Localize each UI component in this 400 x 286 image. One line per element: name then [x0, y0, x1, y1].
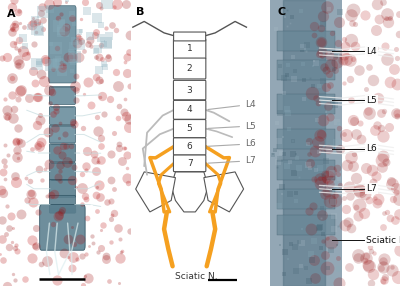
FancyBboxPatch shape: [50, 162, 76, 180]
FancyBboxPatch shape: [49, 6, 76, 83]
Text: L4: L4: [366, 47, 377, 56]
FancyBboxPatch shape: [174, 80, 206, 100]
FancyBboxPatch shape: [174, 58, 206, 79]
Text: L7: L7: [208, 156, 256, 165]
Bar: [270, 0, 342, 286]
FancyBboxPatch shape: [50, 87, 76, 104]
Bar: [276, 94, 335, 114]
Text: 1: 1: [187, 44, 192, 53]
FancyBboxPatch shape: [174, 138, 206, 155]
Text: L6: L6: [366, 144, 377, 153]
Polygon shape: [136, 172, 176, 212]
Bar: [276, 129, 335, 149]
Text: L6: L6: [208, 140, 256, 148]
FancyBboxPatch shape: [50, 144, 76, 162]
Polygon shape: [204, 172, 244, 212]
Bar: [276, 214, 335, 235]
Text: B: B: [136, 7, 144, 17]
Text: L7: L7: [366, 184, 377, 193]
FancyBboxPatch shape: [50, 107, 76, 124]
Text: C: C: [278, 7, 286, 17]
Text: 7: 7: [187, 159, 192, 168]
Text: Sciatic N.: Sciatic N.: [366, 236, 400, 245]
Text: 2: 2: [187, 64, 192, 73]
Text: A: A: [6, 9, 15, 19]
Text: L5: L5: [208, 122, 256, 130]
Text: L4: L4: [208, 100, 256, 110]
FancyBboxPatch shape: [50, 195, 76, 213]
Bar: [276, 189, 335, 209]
Bar: [276, 31, 335, 51]
FancyBboxPatch shape: [174, 120, 206, 138]
FancyBboxPatch shape: [174, 100, 206, 119]
FancyBboxPatch shape: [174, 39, 206, 59]
Text: 5: 5: [187, 124, 192, 133]
Text: Sciatic N.: Sciatic N.: [176, 272, 218, 281]
Bar: [276, 160, 335, 180]
Text: 3: 3: [187, 86, 192, 95]
Polygon shape: [171, 172, 208, 212]
FancyBboxPatch shape: [174, 32, 206, 41]
Bar: [276, 60, 335, 80]
FancyBboxPatch shape: [40, 204, 85, 250]
FancyBboxPatch shape: [50, 180, 76, 197]
Text: 4: 4: [187, 105, 192, 114]
FancyBboxPatch shape: [174, 155, 206, 172]
Text: 6: 6: [187, 142, 192, 151]
FancyBboxPatch shape: [50, 125, 76, 143]
Text: L5: L5: [366, 96, 377, 105]
